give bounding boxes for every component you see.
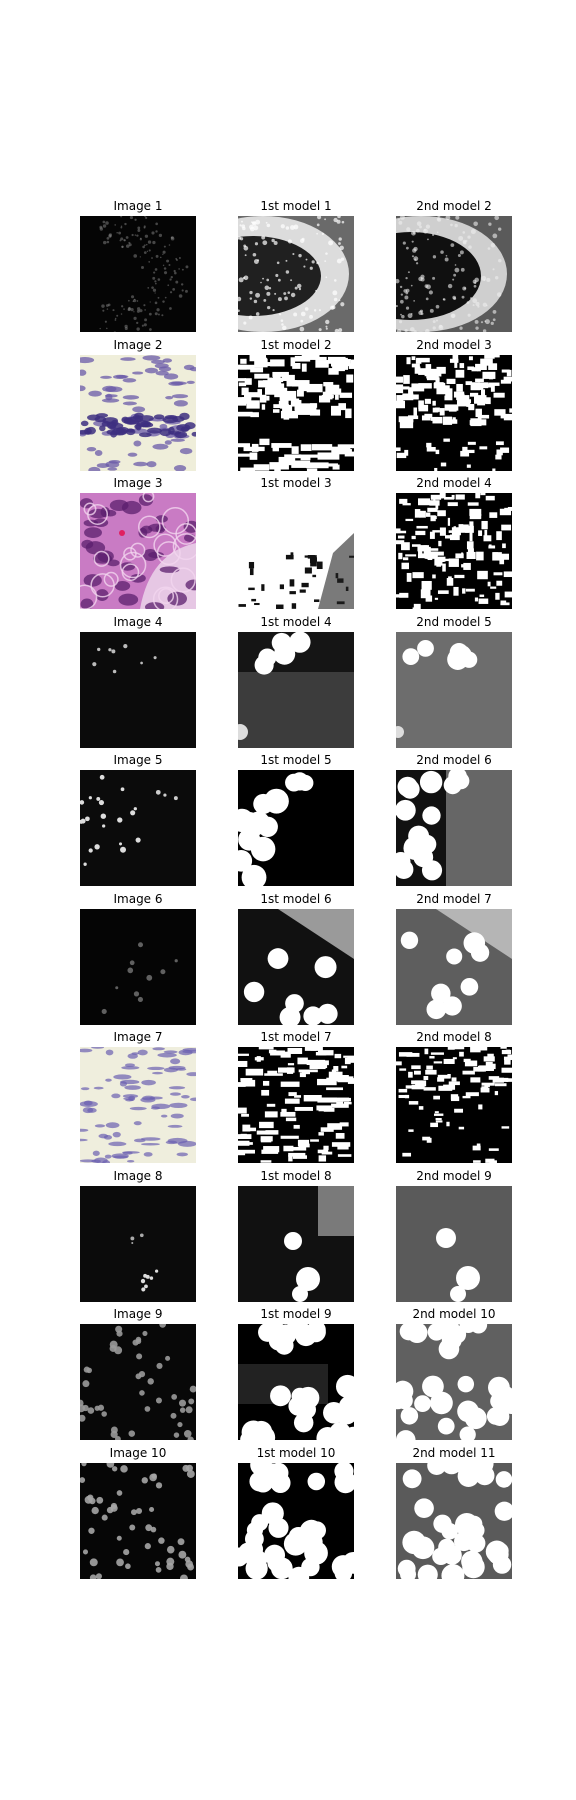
panel-graphic [80, 631, 196, 748]
panel-graphic [396, 1462, 512, 1579]
panel-image [80, 1324, 196, 1440]
panel-graphic [396, 1047, 512, 1163]
panel-title: Image 5 [113, 753, 163, 767]
panel-title: 1st model 5 [260, 753, 332, 767]
panel-image [80, 493, 196, 609]
panel-title: 2nd model 3 [416, 337, 492, 352]
panel-image [396, 216, 512, 332]
panel-title: Image 2 [113, 337, 163, 352]
panel-graphic [238, 216, 354, 332]
panel-graphic [396, 908, 512, 1025]
panel-title: 1st model 6 [260, 891, 332, 906]
panel-graphic [80, 1324, 196, 1440]
panel-graphic [238, 1047, 354, 1163]
panel-image [396, 1185, 512, 1302]
panel-graphic [238, 1462, 354, 1579]
panel-image [80, 216, 196, 332]
panel-graphic [396, 1185, 512, 1302]
panel-title: 2nd model 8 [416, 1030, 492, 1044]
panel-image [238, 1324, 354, 1440]
panel-graphic [238, 631, 354, 748]
panel-image [80, 1185, 196, 1302]
panel-title: Image 6 [113, 891, 163, 906]
panel-title: 2nd model 9 [416, 1168, 492, 1183]
panel-image [80, 1462, 196, 1579]
panel-title: 2nd model 6 [416, 753, 492, 767]
panel-image [238, 1047, 354, 1163]
panel-graphic [80, 1185, 196, 1302]
panel-graphic [396, 770, 512, 886]
panel-graphic [80, 1462, 196, 1579]
panel-title: 1st model 8 [260, 1168, 332, 1183]
panel-title: Image 1 [113, 199, 163, 213]
panel-title: 2nd model 5 [416, 614, 492, 629]
panel-image [238, 631, 354, 748]
panel-title: 1st model 9 [260, 1307, 332, 1321]
panel-graphic [396, 631, 512, 748]
panel-image [80, 770, 196, 886]
panel-graphic [238, 770, 354, 886]
panel-image [238, 908, 354, 1025]
panel-image [396, 908, 512, 1025]
panel-graphic [80, 354, 196, 471]
panel-graphic [396, 1324, 512, 1440]
panel-graphic [396, 216, 512, 332]
panel-title: 2nd model 2 [416, 199, 492, 213]
panel-graphic [396, 354, 512, 471]
panel-image [80, 354, 196, 471]
panel-image [396, 1324, 512, 1440]
panel-title: Image 9 [113, 1307, 163, 1321]
panel-graphic [238, 493, 354, 609]
panel-graphic [80, 908, 196, 1025]
panel-image [80, 908, 196, 1025]
panel-image [80, 1047, 196, 1163]
panel-title: 1st model 7 [260, 1030, 332, 1044]
panel-image [396, 1462, 512, 1579]
panel-title: Image 4 [113, 614, 163, 629]
panel-title: Image 10 [109, 1445, 167, 1460]
panel-title: 1st model 3 [260, 476, 332, 490]
panel-image [80, 631, 196, 748]
panel-image [238, 354, 354, 471]
panel-graphic [238, 908, 354, 1025]
panel-title: Image 3 [113, 476, 163, 490]
panel-title: 1st model 2 [260, 337, 332, 352]
panel-title: Image 7 [113, 1030, 163, 1044]
panel-title: 1st model 1 [260, 199, 332, 213]
panel-image [238, 216, 354, 332]
panel-title: 2nd model 10 [412, 1307, 496, 1321]
panel-graphic [80, 216, 196, 332]
panel-title: Image 8 [113, 1168, 163, 1183]
panel-graphic [238, 354, 354, 471]
panel-graphic [80, 1047, 196, 1163]
panel-image [396, 631, 512, 748]
panel-graphic [238, 1185, 354, 1302]
panel-graphic [396, 493, 512, 609]
panel-image [238, 770, 354, 886]
panel-graphic [238, 1324, 354, 1440]
panel-image [238, 1185, 354, 1302]
panel-image [238, 493, 354, 609]
panel-image [238, 1462, 354, 1579]
panel-graphic [80, 770, 196, 886]
panel-image [396, 354, 512, 471]
panel-graphic [80, 493, 196, 609]
panel-image [396, 770, 512, 886]
panel-title: 1st model 4 [260, 614, 332, 629]
panel-image [396, 1047, 512, 1163]
panel-title: 2nd model 4 [416, 476, 492, 490]
panel-image [396, 493, 512, 609]
panel-title: 2nd model 7 [416, 891, 492, 906]
panel-title: 2nd model 11 [412, 1445, 496, 1460]
panel-title: 1st model 10 [256, 1445, 336, 1460]
